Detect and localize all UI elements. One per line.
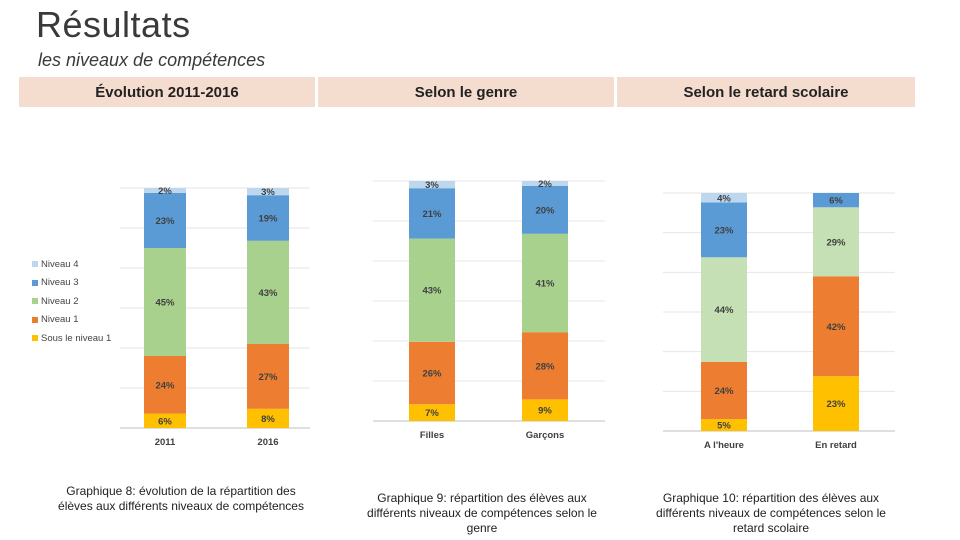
legend-swatch xyxy=(32,316,38,323)
legend-label: Niveau 4 xyxy=(41,258,79,270)
caption-graphique-9: Graphique 9: répartition des élèves aux … xyxy=(367,491,597,535)
category-label: Filles xyxy=(420,430,444,441)
data-label: 21% xyxy=(422,209,442,220)
bar-segment xyxy=(522,399,568,421)
legend-item: Niveau 3 xyxy=(32,274,111,293)
bar-segment xyxy=(144,192,186,248)
bar-segment xyxy=(522,332,568,400)
column-heading-evolution: Évolution 2011-2016 xyxy=(19,77,315,107)
legend-swatch xyxy=(32,298,38,305)
bar-segment xyxy=(701,202,747,258)
data-label: 6% xyxy=(158,416,172,427)
data-label: 8% xyxy=(261,414,275,425)
bar-segment xyxy=(247,188,289,196)
data-label: 27% xyxy=(258,372,278,383)
data-label: 23% xyxy=(826,399,846,410)
data-label: 9% xyxy=(538,406,552,417)
bar-segment xyxy=(144,356,186,414)
legend-item: Niveau 2 xyxy=(32,292,111,311)
legend-swatch xyxy=(32,335,38,342)
bar-segment xyxy=(247,240,289,344)
bar-segment xyxy=(813,193,859,208)
category-label: En retard xyxy=(815,440,857,451)
category-label: 2011 xyxy=(155,437,176,448)
data-label: 45% xyxy=(155,298,175,309)
column-heading-genre: Selon le genre xyxy=(318,77,614,107)
bar-segment xyxy=(522,233,568,333)
data-label: 28% xyxy=(535,361,555,372)
bar-segment xyxy=(813,276,859,377)
data-label: 5% xyxy=(717,421,731,432)
legend-item: Niveau 1 xyxy=(32,311,111,330)
legend-item: Sous le niveau 1 xyxy=(32,329,111,348)
bar-segment xyxy=(813,207,859,277)
legend-label: Sous le niveau 1 xyxy=(41,332,112,344)
data-label: 7% xyxy=(425,408,439,419)
legend-label: Niveau 1 xyxy=(41,314,79,326)
data-label: 44% xyxy=(714,305,734,316)
bar-segment xyxy=(813,376,859,431)
bar-segment xyxy=(409,188,455,239)
data-label: 3% xyxy=(261,187,275,198)
caption-graphique-8: Graphique 8: évolution de la répartition… xyxy=(58,484,304,513)
chart-evolution: 6% 24% 45% 23% 2% 2011 8% 27% 43% 19% 3% 2016 xyxy=(115,180,315,465)
chart-retard: 5% 24% 44% 23% 4% A l'heure 23% 42% 29% 6% En reta… xyxy=(660,185,900,470)
bar-segment xyxy=(701,193,747,203)
bar-segment xyxy=(409,341,455,405)
chart-genre: 7% 26% 43% 21% 3% Filles 9% 28% 41% 20% 2% Garçons xyxy=(370,175,610,470)
caption-graphique-10: Graphique 10: répartition des élèves aux… xyxy=(656,491,886,535)
category-label: A l'heure xyxy=(704,440,744,451)
bar-segment xyxy=(144,188,186,193)
page-subtitle: les niveaux de compétences xyxy=(38,50,266,70)
bar-segment xyxy=(144,413,186,428)
page-title: Résultats xyxy=(36,4,191,45)
legend-item: Niveau 4 xyxy=(32,255,111,274)
data-label: 3% xyxy=(425,180,439,191)
bar-segment xyxy=(701,257,747,362)
bar-segment xyxy=(409,181,455,189)
data-label: 2% xyxy=(538,179,552,190)
data-label: 4% xyxy=(717,193,731,204)
bar-segment xyxy=(144,248,186,356)
legend-label: Niveau 3 xyxy=(41,277,79,289)
bar-segment xyxy=(247,408,289,428)
bar-segment xyxy=(701,419,747,431)
data-label: 19% xyxy=(258,214,278,225)
bar-segment xyxy=(409,404,455,421)
data-label: 29% xyxy=(826,237,846,248)
category-label: Garçons xyxy=(526,430,565,441)
data-label: 43% xyxy=(258,288,278,299)
column-heading-retard: Selon le retard scolaire xyxy=(617,77,915,107)
data-label: 24% xyxy=(155,380,175,391)
data-label: 26% xyxy=(422,369,442,380)
data-label: 24% xyxy=(714,386,734,397)
data-label: 43% xyxy=(422,286,442,297)
bar-segment xyxy=(409,238,455,342)
legend-swatch xyxy=(32,261,38,268)
legend-swatch xyxy=(32,279,38,286)
data-label: 20% xyxy=(535,205,555,216)
data-label: 23% xyxy=(714,225,734,236)
bar-segment xyxy=(522,185,568,234)
bar-segment xyxy=(701,361,747,420)
bar-segment xyxy=(522,181,568,186)
bar-segment xyxy=(247,344,289,409)
data-label: 6% xyxy=(829,196,843,207)
data-label: 2% xyxy=(158,186,172,197)
category-label: 2016 xyxy=(257,437,278,448)
data-label: 41% xyxy=(535,279,555,290)
chart-legend: Niveau 4 Niveau 3 Niveau 2 Niveau 1 Sous… xyxy=(32,255,111,348)
data-label: 23% xyxy=(155,216,175,227)
data-label: 42% xyxy=(826,322,846,333)
bar-segment xyxy=(247,195,289,241)
legend-label: Niveau 2 xyxy=(41,295,79,307)
